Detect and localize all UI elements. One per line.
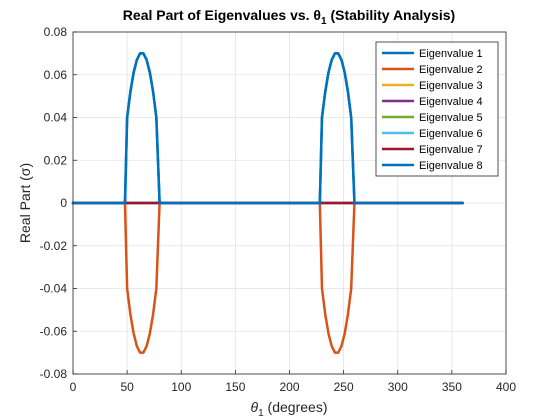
y-tick-label: -0.02 <box>40 239 68 253</box>
chart-title: Real Part of Eigenvalues vs. θ1 (Stabili… <box>123 7 455 27</box>
y-tick-label: 0.04 <box>44 111 68 125</box>
x-axis-label-subscript: 1 <box>258 408 264 419</box>
legend-label-4: Eigenvalue 4 <box>419 96 483 108</box>
legend-label-6: Eigenvalue 6 <box>419 128 483 140</box>
x-tick-label: 250 <box>334 380 354 394</box>
y-tick-label: 0.06 <box>44 68 68 82</box>
y-tick-label: -0.08 <box>40 367 68 381</box>
y-tick-label: 0 <box>60 196 67 210</box>
x-tick-label: 50 <box>120 380 134 394</box>
y-tick-label: 0.08 <box>44 25 68 39</box>
plot-frame <box>72 31 507 375</box>
legend-box <box>375 41 499 177</box>
chart-title-subscript: 1 <box>321 16 327 27</box>
y-tick-labels: -0.08 -0.06 -0.04 -0.02 0 0.02 0.04 0.06 0.08 <box>40 25 68 381</box>
x-tick-labels: 0 50 100 150 200 250 300 350 400 <box>70 380 517 394</box>
legend-label-3: Eigenvalue 3 <box>419 80 483 92</box>
x-tick-label: 100 <box>171 380 191 394</box>
y-tick-label: 0.02 <box>44 153 68 167</box>
legend-label-1: Eigenvalue 1 <box>419 48 483 60</box>
series-line-8 <box>71 52 464 205</box>
legend-label-2: Eigenvalue 2 <box>419 64 483 76</box>
x-tick-label: 0 <box>70 380 77 394</box>
x-tick-label: 200 <box>279 380 299 394</box>
x-axis-label: θ1 (degrees) <box>251 399 328 419</box>
legend: Eigenvalue 1 Eigenvalue 2 Eigenvalue 3 Eige… <box>375 41 499 177</box>
x-tick-label: 150 <box>225 380 245 394</box>
legend-label-5: Eigenvalue 5 <box>419 112 483 124</box>
x-tick-label: 400 <box>496 380 516 394</box>
y-tick-label: -0.06 <box>40 324 68 338</box>
y-tick-label: -0.04 <box>40 282 68 296</box>
series-layer <box>71 52 464 354</box>
x-tick-label: 300 <box>388 380 408 394</box>
legend-label-7: Eigenvalue 7 <box>419 144 483 156</box>
legend-label-8: Eigenvalue 8 <box>419 160 483 172</box>
x-tick-label: 350 <box>442 380 462 394</box>
y-axis-label: Real Part (σ) <box>17 163 33 243</box>
